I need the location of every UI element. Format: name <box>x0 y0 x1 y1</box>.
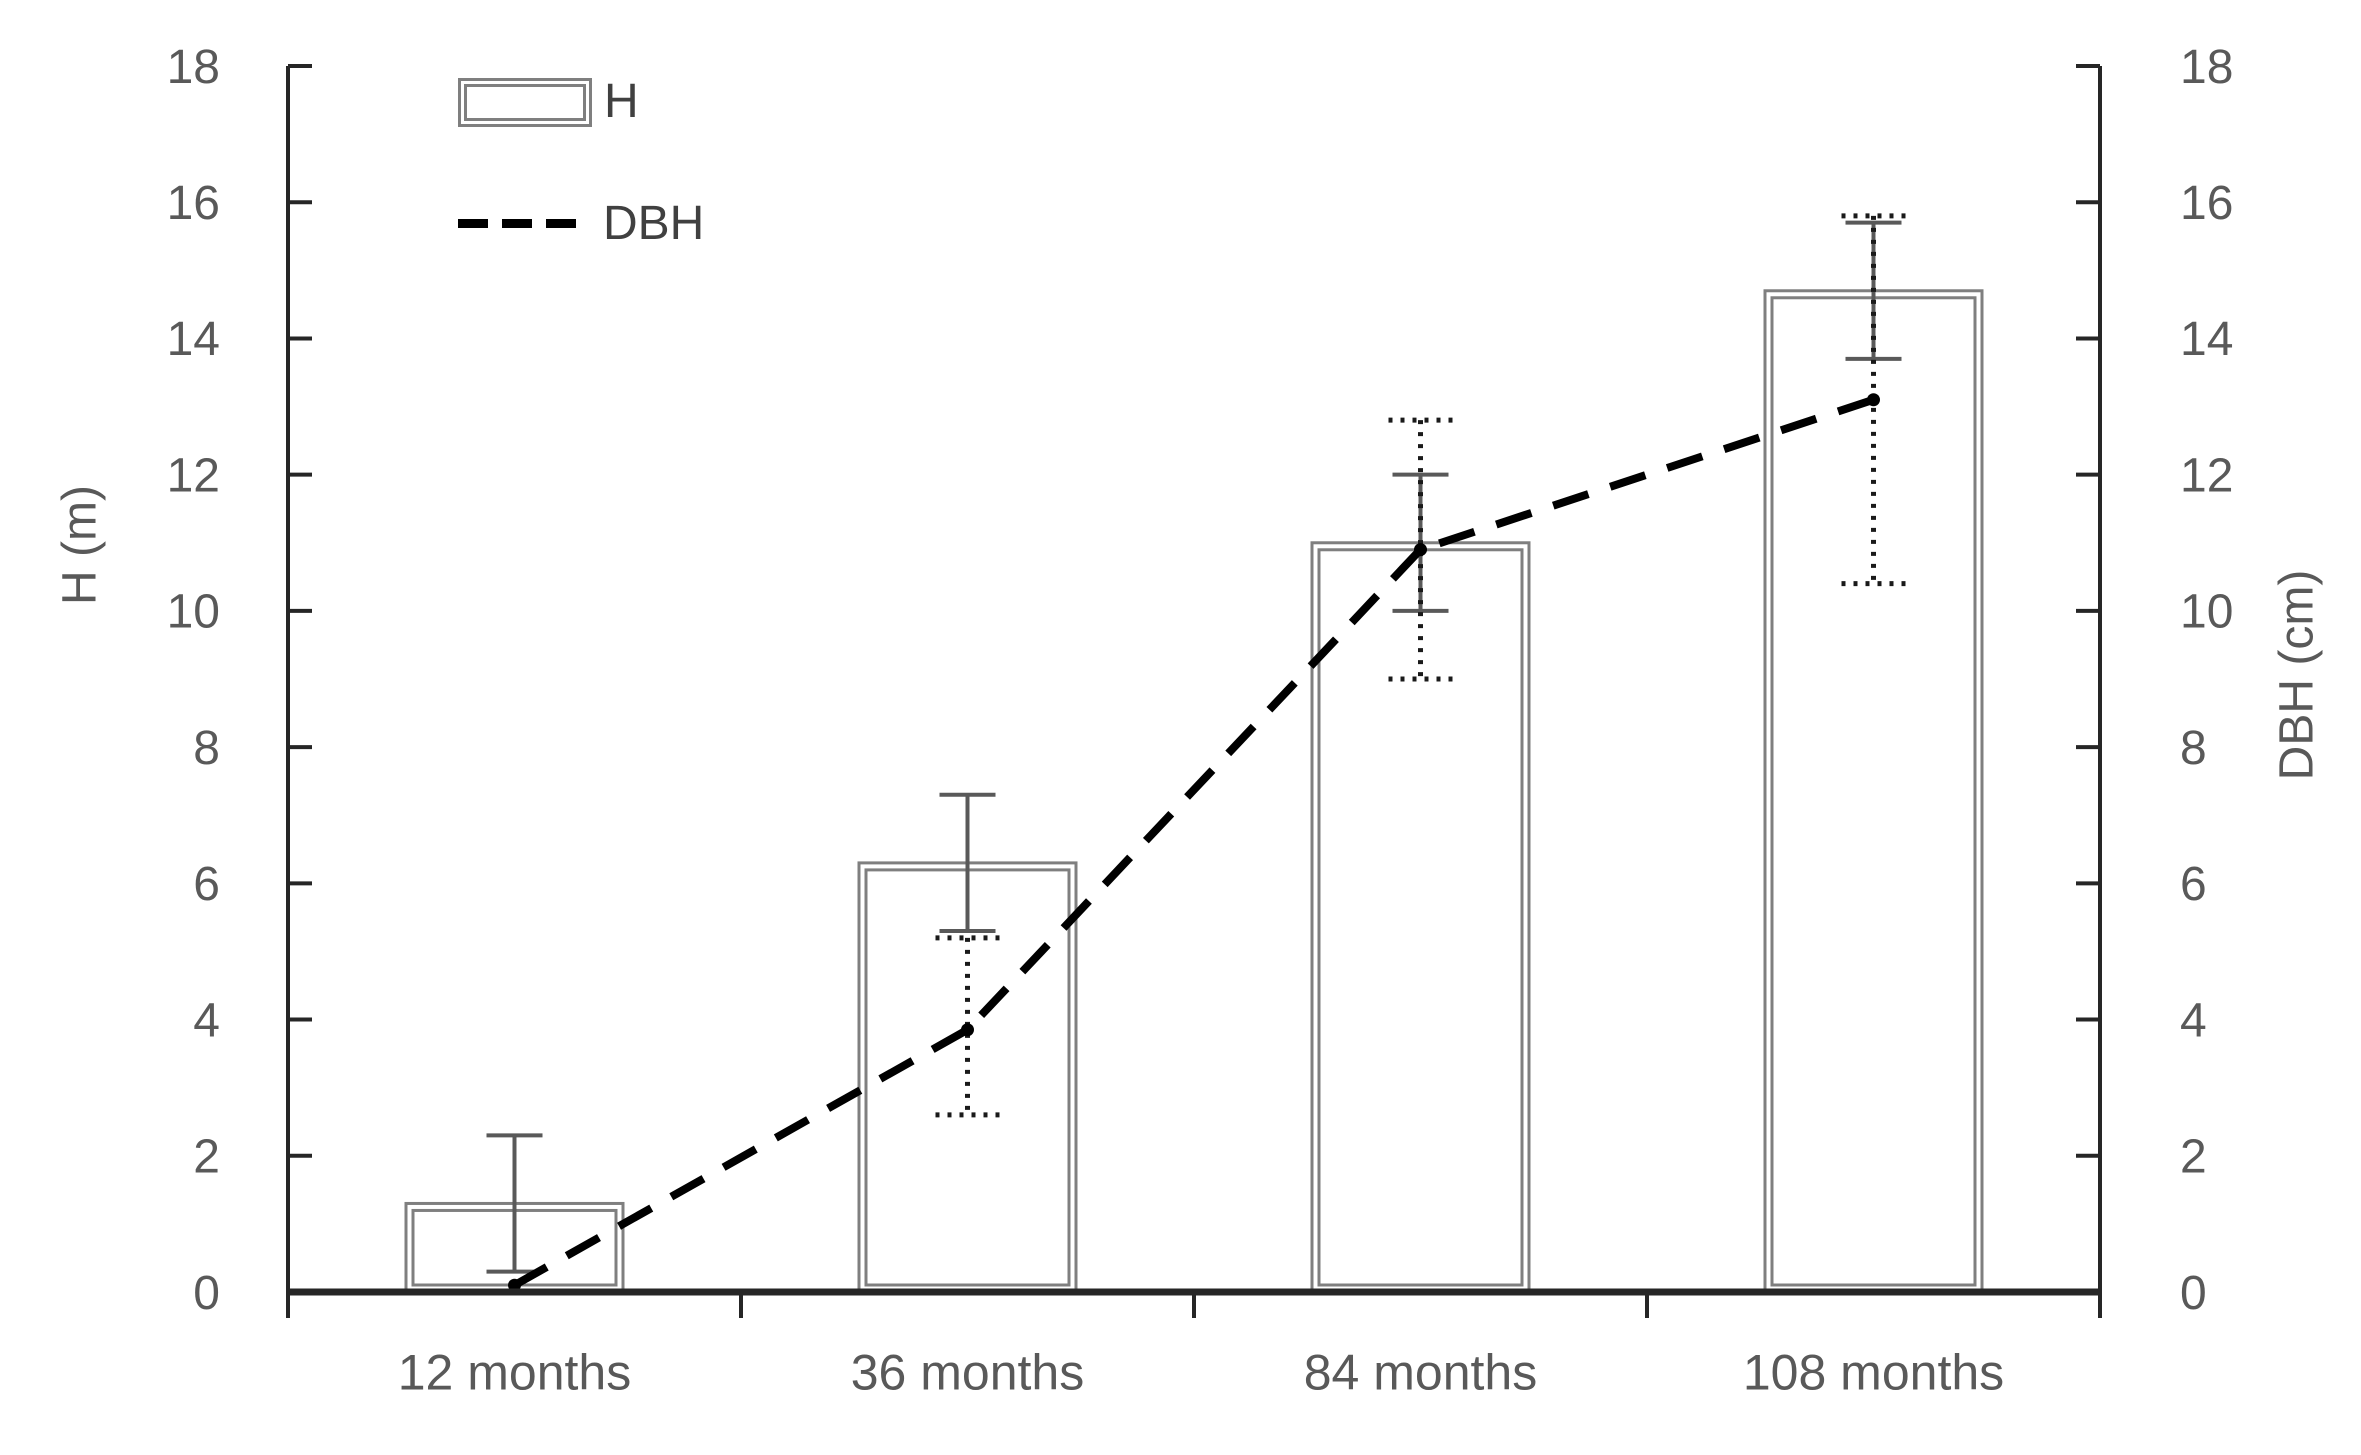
bar <box>857 861 1078 1294</box>
dbh-point <box>961 1023 974 1037</box>
x-category-label: 108 months <box>1743 1345 2004 1401</box>
right-axis-title: DBH (cm) <box>2270 569 2324 781</box>
legend-dbh-swatch <box>458 219 583 228</box>
right-axis-tick-label: 14 <box>2180 313 2233 366</box>
right-axis-tick-label: 18 <box>2180 41 2233 94</box>
bar <box>1763 289 1984 1294</box>
left-axis-tick-label: 14 <box>167 313 220 366</box>
x-category-label: 84 months <box>1304 1345 1537 1401</box>
legend-h-swatch <box>458 78 592 127</box>
bar <box>1310 541 1531 1294</box>
right-axis-tick-label: 2 <box>2180 1131 2207 1184</box>
legend-h-label: H <box>604 75 639 128</box>
dbh-line <box>512 395 1875 1289</box>
left-axis-tick-label: 16 <box>167 177 220 230</box>
left-axis-tick-label: 10 <box>167 586 220 639</box>
dbh-point <box>1414 543 1427 557</box>
left-axis-tick-label: 4 <box>193 994 220 1047</box>
left-axis-tick-label: 2 <box>193 1131 220 1184</box>
legend-dbh-label: DBH <box>603 197 705 250</box>
right-axis-tick-label: 16 <box>2180 177 2233 230</box>
x-category-label: 36 months <box>851 1345 1084 1401</box>
left-axis-tick-label: 8 <box>193 722 220 775</box>
right-axis-tick-label: 4 <box>2180 994 2207 1047</box>
left-axis-tick-label: 6 <box>193 858 220 911</box>
left-axis-tick-label: 0 <box>193 1267 220 1320</box>
left-axis-tick-label: 18 <box>167 41 220 94</box>
right-axis-tick-label: 12 <box>2180 449 2233 502</box>
dbh-point <box>1867 393 1880 407</box>
dbh-point <box>508 1278 521 1292</box>
right-axis-tick-label: 6 <box>2180 858 2207 911</box>
left-axis-title: H (m) <box>53 485 107 605</box>
x-category-label: 12 months <box>398 1345 631 1401</box>
right-axis-tick-label: 8 <box>2180 722 2207 775</box>
right-axis-tick-label: 10 <box>2180 586 2233 639</box>
right-axis-tick-label: 0 <box>2180 1267 2207 1320</box>
left-axis-tick-label: 12 <box>167 449 220 502</box>
